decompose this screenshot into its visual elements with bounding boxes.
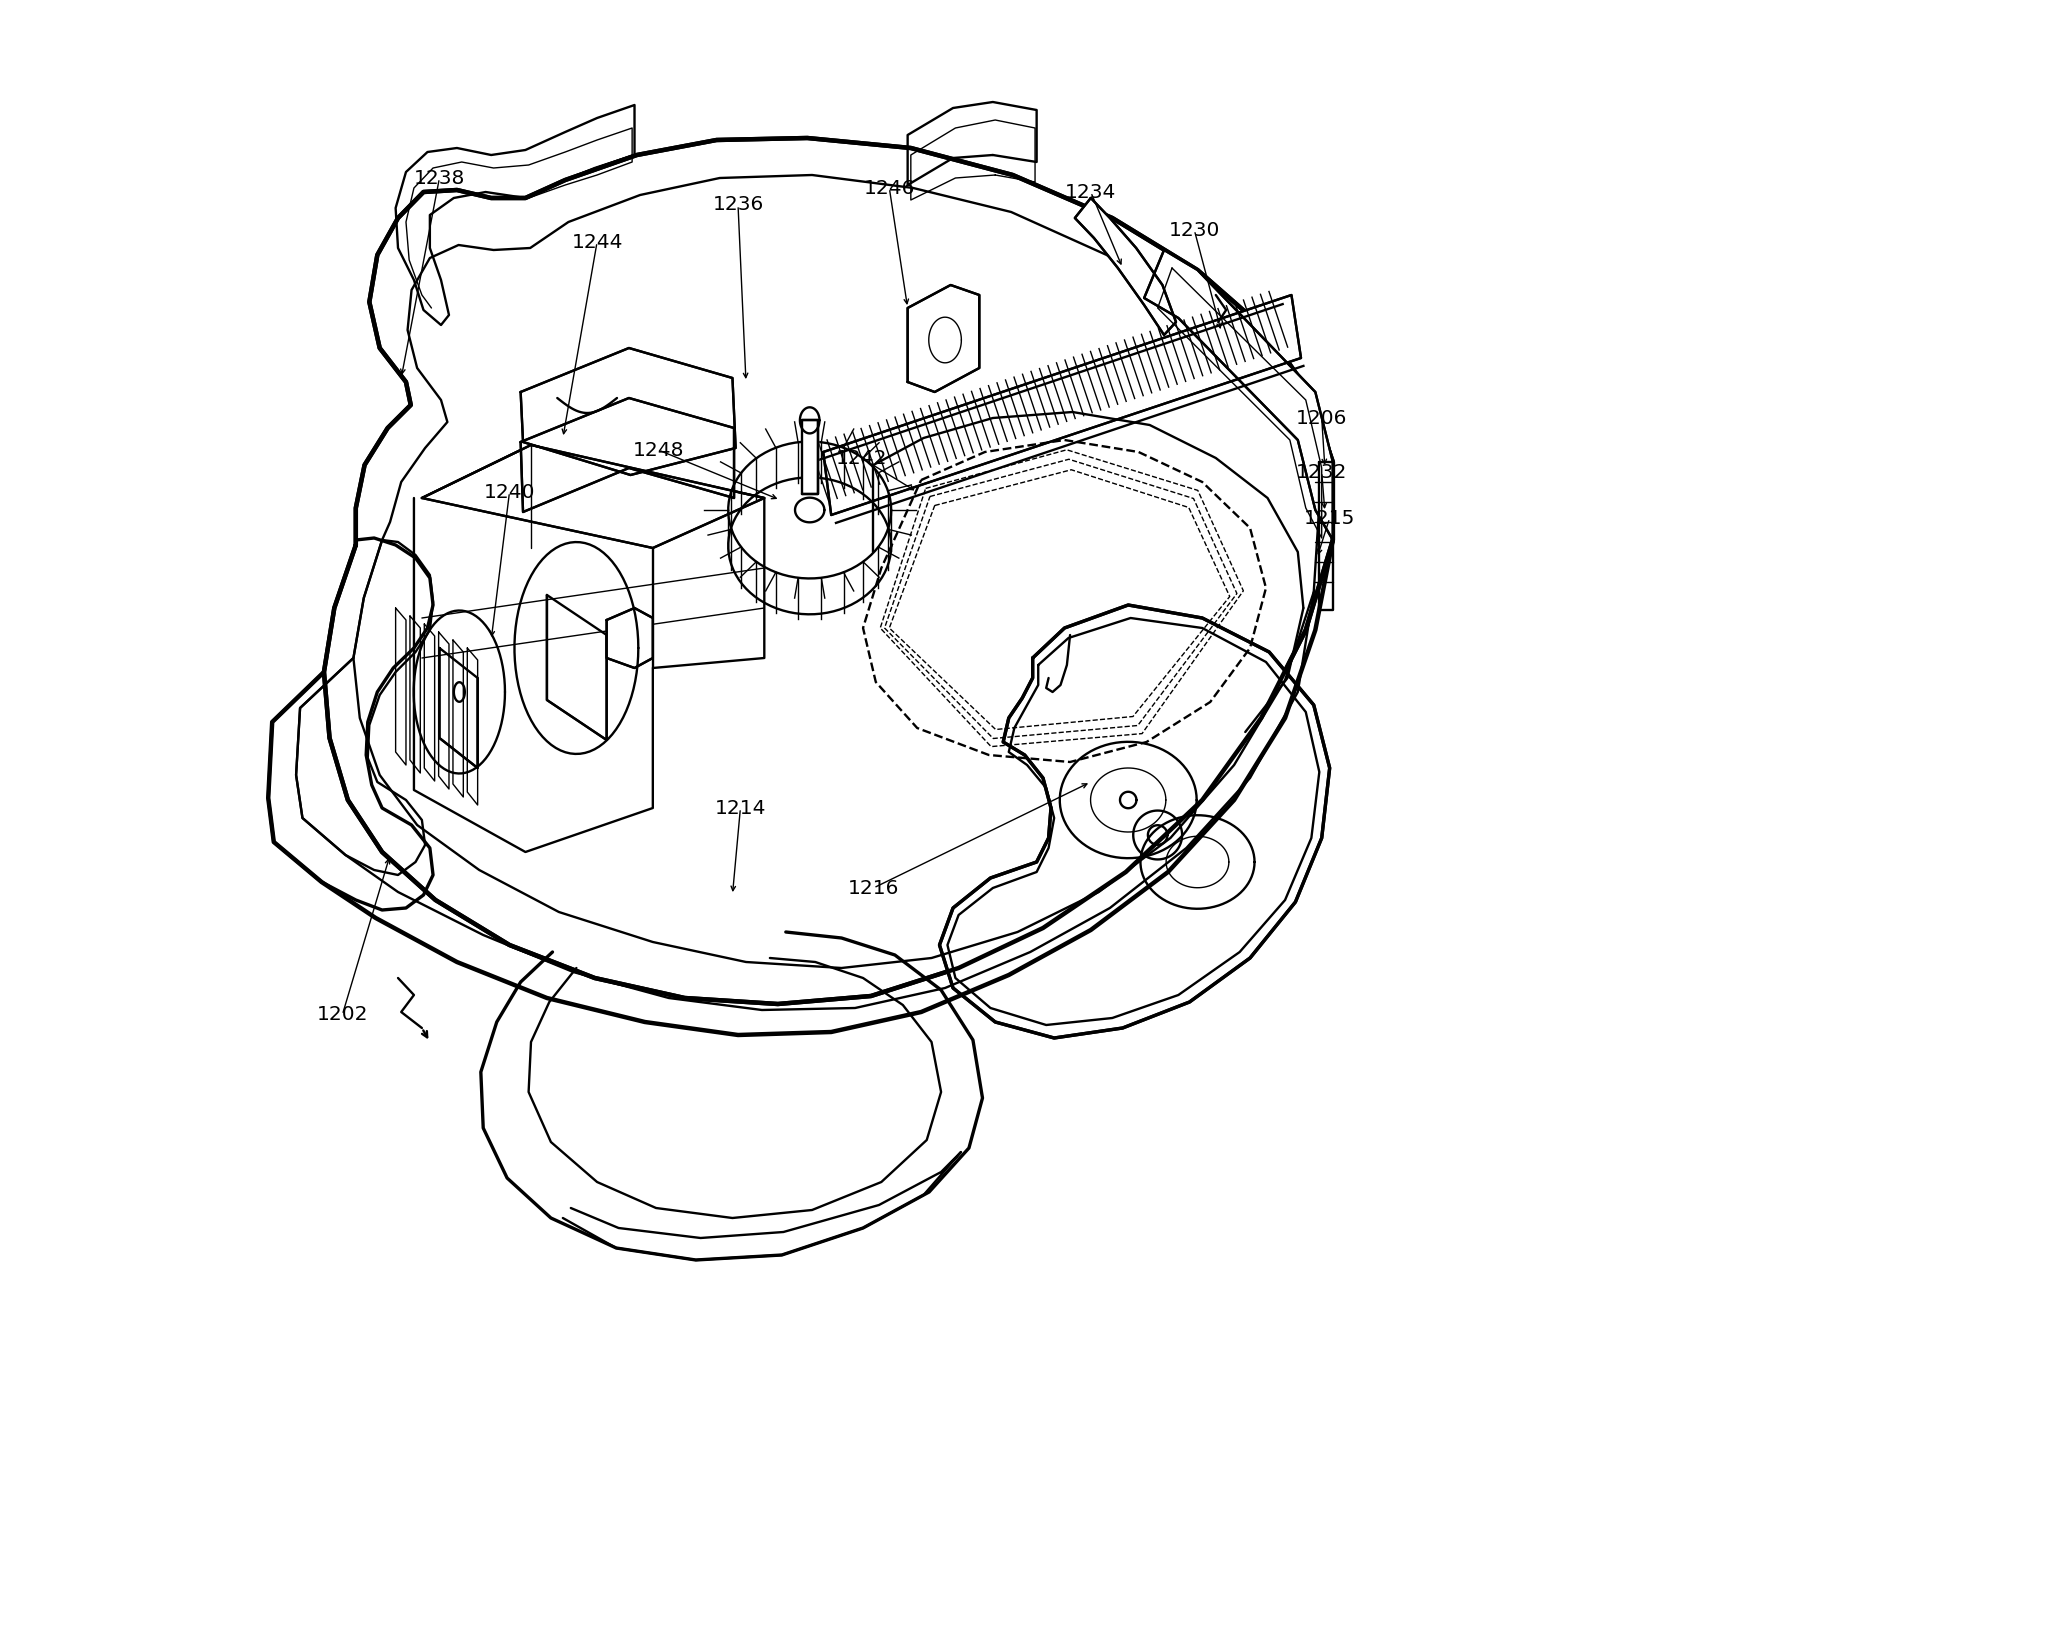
- Text: 1244: 1244: [571, 233, 622, 251]
- Polygon shape: [440, 649, 477, 768]
- Text: 1242: 1242: [835, 448, 886, 468]
- Text: 1232: 1232: [1296, 463, 1347, 481]
- Polygon shape: [802, 421, 819, 494]
- Text: 1206: 1206: [1296, 409, 1347, 427]
- Polygon shape: [520, 347, 735, 474]
- Text: 1236: 1236: [712, 196, 764, 215]
- Text: 1234: 1234: [1064, 183, 1116, 202]
- Polygon shape: [323, 139, 1333, 1004]
- Text: 1214: 1214: [714, 799, 766, 818]
- Text: 1240: 1240: [483, 482, 534, 502]
- Polygon shape: [520, 398, 735, 512]
- Text: 1238: 1238: [413, 168, 465, 187]
- Text: 1246: 1246: [864, 179, 915, 197]
- Text: 1248: 1248: [633, 440, 684, 460]
- Polygon shape: [606, 608, 653, 668]
- Text: 1216: 1216: [847, 879, 899, 898]
- Polygon shape: [907, 285, 978, 391]
- Text: 1230: 1230: [1169, 220, 1220, 240]
- Polygon shape: [1144, 249, 1333, 540]
- Polygon shape: [940, 605, 1331, 1038]
- Polygon shape: [547, 595, 606, 740]
- Polygon shape: [422, 445, 764, 548]
- Text: 1215: 1215: [1304, 509, 1355, 528]
- Polygon shape: [823, 295, 1302, 515]
- Polygon shape: [1075, 197, 1175, 336]
- Text: 1202: 1202: [317, 1006, 368, 1025]
